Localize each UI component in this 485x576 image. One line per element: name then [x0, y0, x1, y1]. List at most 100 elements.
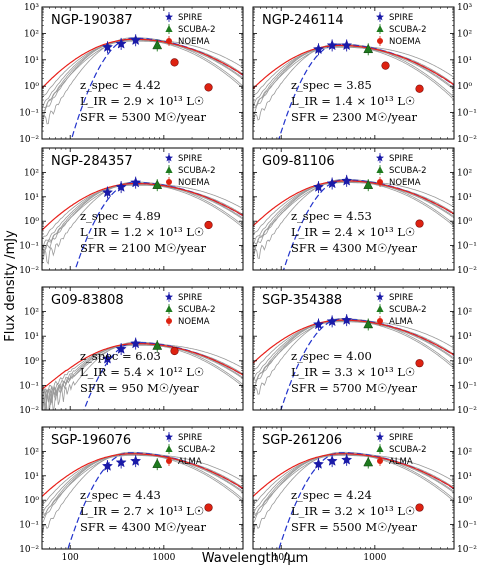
legend-interferometer-marker: [377, 38, 383, 44]
sfr-label: SFR = 4300 M☉/year: [291, 241, 418, 255]
y-tick-label: 10⁻¹: [457, 242, 477, 252]
panel-title: G09-83808: [51, 293, 124, 308]
legend-label: SPIRE: [389, 433, 413, 443]
template-curve: [42, 40, 243, 99]
legend-interferometer-marker: [377, 318, 383, 324]
legend-label: SPIRE: [389, 154, 413, 164]
x-tick-label: 1000: [363, 553, 386, 563]
scuba2-point: [363, 179, 374, 189]
legend-label: NOEMA: [389, 178, 421, 188]
y-tick-label: 10⁻²: [19, 135, 39, 145]
scuba2-point: [363, 43, 374, 54]
best-fit-curve: [253, 453, 454, 497]
y-tick-label: 10⁻¹: [19, 109, 39, 119]
y-tick-label: 10⁰: [24, 357, 39, 367]
panel-title: NGP-284357: [51, 154, 133, 169]
legend-scuba2-marker: [165, 166, 173, 173]
best-fit-curve: [253, 44, 454, 90]
template-curve: [253, 455, 454, 506]
scuba2-point: [363, 456, 374, 467]
y-tick-label: 10¹: [457, 472, 472, 482]
y-tick-label: 10⁻²: [19, 406, 39, 416]
panel-title: G09-81106: [262, 154, 335, 169]
panel-g09-83808: 10⁻² 10⁻¹ 10⁰ 10¹ 10² G09-83808 SPIRE SCUBA-2 NO…: [19, 286, 244, 416]
spire-point: [115, 181, 127, 192]
template-curve: [253, 321, 454, 373]
spire-point: [101, 186, 114, 198]
x-tick-label: 100: [273, 553, 290, 563]
y-tick-label: 10⁻²: [19, 266, 39, 276]
legend-label: NOEMA: [178, 37, 210, 47]
axes-frame: [252, 286, 455, 411]
legend-interferometer-marker: [166, 458, 172, 464]
interferometer-point: [170, 346, 179, 356]
panel-g09-81106: 10⁻² 10⁻¹ 10⁰ 10¹ 10² G09-81106 SPIRE SCUBA-2 NO…: [252, 147, 477, 276]
best-fit-curve: [42, 453, 243, 497]
spire-point: [326, 315, 338, 327]
panel-sgp-354388: 10⁻² 10⁻¹ 10⁰ 10¹ 10² SGP-354388 SPIRE SCUBA-2 A…: [252, 286, 477, 416]
luminosity-label: L_IR = 5.4 × 10¹² L☉: [80, 365, 204, 379]
spire-point: [130, 337, 142, 349]
axes-frame: [41, 286, 244, 411]
plot-area: [253, 451, 454, 549]
spire-point: [115, 38, 127, 49]
spire-point: [312, 181, 325, 192]
y-tick-label: 10²: [457, 447, 472, 457]
legend-label: NOEMA: [389, 37, 421, 47]
legend-label: ALMA: [389, 457, 413, 467]
redshift-label: z_spec = 4.24: [291, 488, 372, 502]
legend-label: ALMA: [178, 457, 202, 467]
interferometer-point: [204, 220, 213, 230]
legend-label: SCUBA-2: [178, 305, 216, 315]
redshift-label: z_spec = 4.00: [291, 349, 372, 363]
y-tick-label: 10⁻²: [457, 266, 477, 276]
legend-interferometer-marker: [166, 179, 172, 185]
interferometer-point: [204, 83, 213, 92]
template-curve: [253, 46, 454, 98]
redshift-label: z_spec = 3.85: [291, 78, 372, 92]
legend-interferometer-marker: [377, 458, 383, 464]
plot-area: [253, 318, 454, 410]
dashed-template-curve: [282, 179, 454, 270]
axes-frame: [41, 147, 244, 271]
legend-scuba2-marker: [376, 445, 384, 452]
spire-point: [312, 458, 325, 469]
y-tick-label: 10⁰: [457, 357, 472, 367]
best-fit-curve: [42, 182, 243, 231]
sfr-label: SFR = 4300 M☉/year: [80, 520, 207, 534]
legend-label: NOEMA: [178, 317, 210, 327]
y-tick-label: 10²: [24, 168, 39, 178]
legend-label: SCUBA-2: [178, 445, 216, 455]
redshift-label: z_spec = 4.43: [80, 488, 161, 502]
luminosity-label: L_IR = 2.4 × 10¹³ L☉: [291, 225, 415, 239]
best-fit-curve: [253, 319, 454, 364]
panel-ngp-246114: 10⁻² 10⁻¹ 10⁰ 10¹ 10² 10³ NGP-246114 SPIRE SCUBA…: [252, 3, 477, 145]
y-tick-label: 10²: [457, 308, 472, 318]
y-tick-label: 10⁻¹: [457, 381, 477, 391]
y-tick-label: 10⁰: [457, 496, 472, 506]
scuba2-point: [152, 458, 163, 468]
legend-label: SCUBA-2: [178, 166, 216, 176]
panel-ngp-190387: 10⁻² 10⁻¹ 10⁰ 10¹ 10² 10³ NGP-190387 SPIRE SCUBA…: [19, 3, 244, 145]
panel-title: SGP-261206: [262, 433, 342, 448]
y-tick-label: 10¹: [24, 472, 39, 482]
spire-point: [326, 39, 338, 51]
y-tick-label: 10⁰: [457, 82, 472, 92]
luminosity-label: L_IR = 1.2 × 10¹³ L☉: [80, 225, 204, 239]
legend-label: SPIRE: [389, 293, 413, 303]
y-tick-label: 10¹: [24, 332, 39, 342]
legend-label: NOEMA: [178, 178, 210, 188]
sfr-label: SFR = 950 M☉/year: [80, 381, 199, 395]
luminosity-label: L_IR = 2.7 × 10¹³ L☉: [80, 504, 204, 518]
legend-label: SCUBA-2: [389, 166, 427, 176]
y-tick-label: 10¹: [457, 332, 472, 342]
legend-label: SPIRE: [178, 293, 202, 303]
legend-label: ALMA: [389, 317, 413, 327]
y-tick-label: 10²: [24, 29, 39, 39]
legend-spire-marker: [376, 432, 384, 441]
panel-title: SGP-196076: [51, 433, 131, 448]
redshift-label: z_spec = 4.53: [291, 209, 372, 223]
sfr-label: SFR = 5700 M☉/year: [291, 381, 418, 395]
spire-point: [341, 454, 353, 465]
